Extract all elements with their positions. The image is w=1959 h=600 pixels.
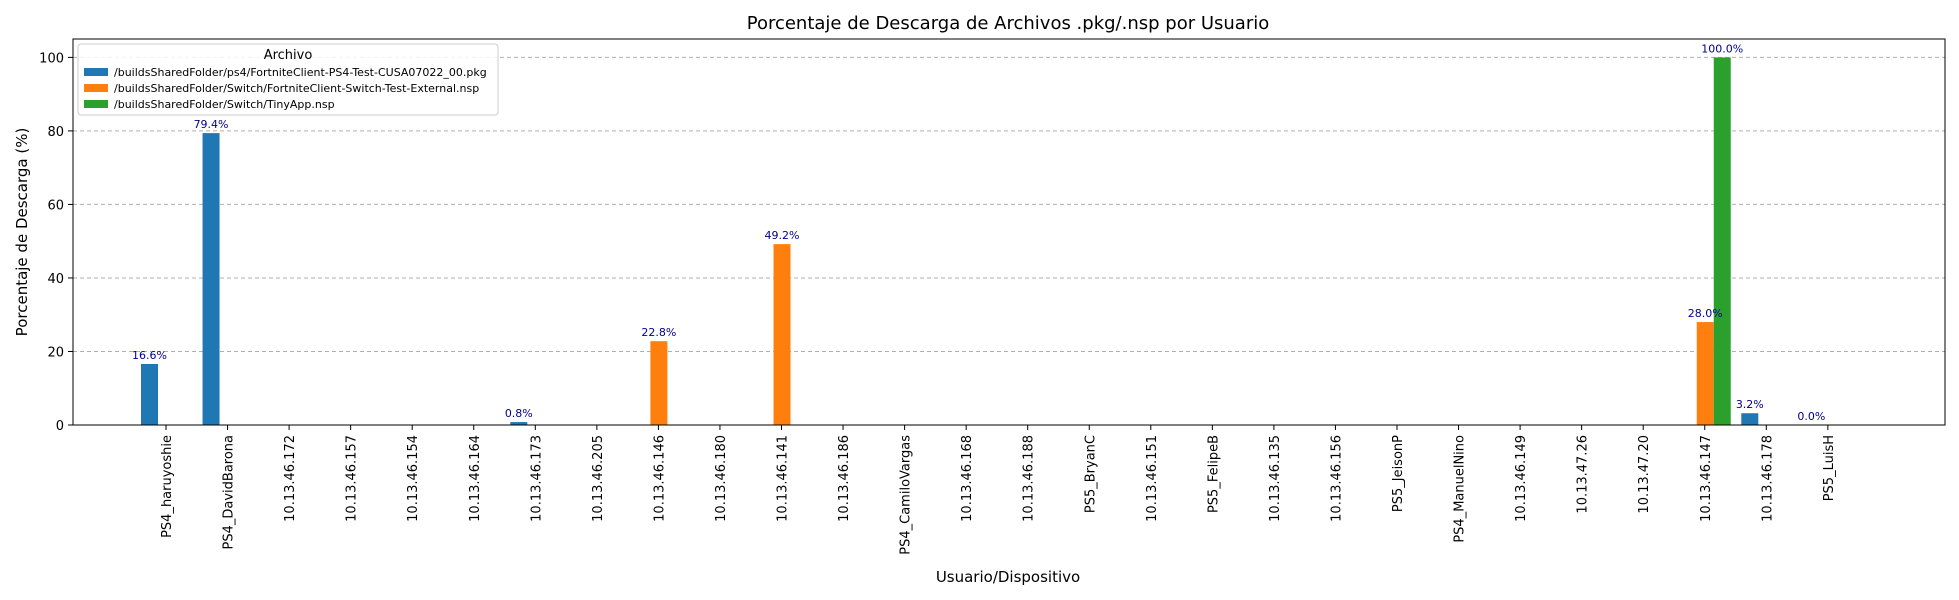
bar-data-label: 49.2% <box>765 229 800 242</box>
x-tick-label: 10.13.46.135 <box>1268 435 1283 522</box>
legend-title: Archivo <box>264 48 313 63</box>
x-tick-label: 10.13.46.173 <box>529 435 544 522</box>
y-axis-label: Porcentaje de Descarga (%) <box>13 128 31 337</box>
x-tick-label: 10.13.46.149 <box>1514 435 1529 522</box>
legend-entry: /buildsSharedFolder/Switch/FortniteClien… <box>114 82 479 95</box>
bar-data-label: 16.6% <box>132 349 167 362</box>
y-tick-label: 60 <box>47 198 64 213</box>
x-tick-label: PS4_haruyoshie <box>160 435 175 538</box>
y-tick-label: 80 <box>47 125 64 140</box>
bar-data-label: 28.0% <box>1688 307 1723 320</box>
bar <box>1741 413 1759 425</box>
y-tick-label: 40 <box>47 272 64 287</box>
x-tick-label: PS4_ManuelNino <box>1453 435 1468 543</box>
legend-frame <box>77 43 499 116</box>
x-tick-label: 10.13.46.147 <box>1699 435 1714 522</box>
x-tick-label: PS5_BryanC <box>1083 435 1098 513</box>
y-tick-label: 20 <box>47 345 64 360</box>
bar-data-label: 3.2% <box>1736 398 1764 411</box>
y-axis: 0 20 40 60 80 100 <box>39 51 73 434</box>
plot-frame <box>72 38 1946 426</box>
bar <box>1696 322 1714 425</box>
x-axis: PS4_haruyoshie PS4_DavidBarona 10.13.46.17… <box>160 425 1837 555</box>
legend-entry: /buildsSharedFolder/Switch/TinyApp.nsp <box>114 98 335 111</box>
bar <box>650 341 668 425</box>
y-tick-label: 100 <box>39 51 64 66</box>
legend-swatch <box>84 68 108 76</box>
x-tick-label: 10.13.46.146 <box>652 435 667 522</box>
x-tick-label: 10.13.46.178 <box>1760 435 1775 522</box>
x-tick-label: 10.13.47.20 <box>1637 435 1652 514</box>
legend: Archivo /buildsSharedFolder/ps4/Fortnite… <box>77 43 499 116</box>
bar <box>202 133 220 425</box>
x-axis-label: Usuario/Dispositivo <box>936 568 1080 586</box>
bar <box>141 363 158 425</box>
bar-data-label: 0.0% <box>1797 410 1825 423</box>
bar <box>510 422 528 425</box>
x-tick-label: 10.13.46.168 <box>960 435 975 522</box>
legend-swatch <box>84 84 108 92</box>
x-tick-label: 10.13.46.205 <box>591 435 606 522</box>
x-tick-label: 10.13.46.154 <box>406 435 421 522</box>
chart-title: Porcentaje de Descarga de Archivos .pkg/… <box>747 13 1270 34</box>
bar-data-label: 79.4% <box>194 118 229 131</box>
x-tick-label: PS4_CamiloVargas <box>899 435 914 555</box>
x-tick-label: PS4_DavidBarona <box>222 435 237 550</box>
bar <box>773 244 791 425</box>
x-tick-label: PS5_FelipeB <box>1206 435 1221 513</box>
data-label-layer: 16.6% 79.4% 0.8% 3.2% 0.0% 22.8% 49.2% 28.0% 100… <box>132 42 1825 423</box>
bar-data-label: 100.0% <box>1701 42 1743 55</box>
x-tick-label: 10.13.46.157 <box>345 435 360 522</box>
x-tick-label: PS5_LuisH <box>1822 435 1837 501</box>
x-tick-label: 10.13.46.141 <box>776 435 791 522</box>
legend-entry: /buildsSharedFolder/ps4/FortniteClient-P… <box>114 66 487 79</box>
x-tick-label: 10.13.46.164 <box>468 435 483 522</box>
x-tick-label: 10.13.46.186 <box>837 435 852 522</box>
x-tick-label: 10.13.46.172 <box>283 435 298 522</box>
bar-data-label: 22.8% <box>641 326 676 339</box>
x-tick-label: 10.13.46.151 <box>1145 435 1160 522</box>
bar-data-label: 0.8% <box>505 407 533 420</box>
x-tick-label: 10.13.46.188 <box>1022 435 1037 522</box>
x-tick-label: PS5_JeisonP <box>1391 435 1406 512</box>
y-tick-label: 0 <box>56 419 64 434</box>
x-tick-label: 10.13.47.26 <box>1576 435 1591 514</box>
legend-items: /buildsSharedFolder/ps4/FortniteClient-P… <box>84 66 487 111</box>
bar <box>1713 57 1731 425</box>
legend-swatch <box>84 100 108 108</box>
x-tick-label: 10.13.46.156 <box>1329 435 1344 522</box>
x-tick-label: 10.13.46.180 <box>714 435 729 522</box>
bar-layer <box>141 57 1759 425</box>
